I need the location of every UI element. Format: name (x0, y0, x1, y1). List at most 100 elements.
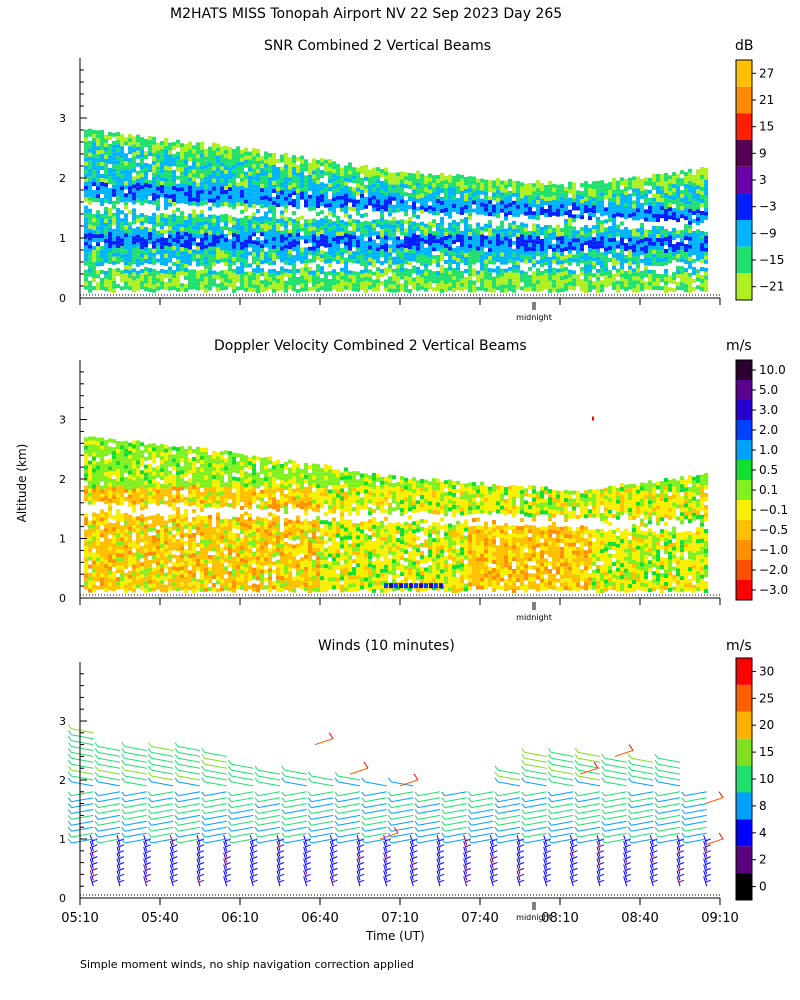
wind-barb (276, 846, 285, 857)
colorbar-1: 27 21 15 9 3 −3 −9 −15 −21 (735, 59, 784, 301)
wind-barb (201, 791, 227, 797)
wind-barb (174, 832, 201, 838)
wind-barb (383, 876, 391, 887)
wind-barb (281, 777, 307, 787)
colorbar-swatch (736, 440, 752, 460)
wind-barb (601, 771, 627, 781)
wind-barb (307, 832, 334, 838)
colorbar-swatch (736, 819, 752, 847)
wind-barb (334, 814, 361, 820)
wind-barb (147, 753, 174, 763)
wind-barb (521, 797, 547, 803)
wind-barb (601, 809, 627, 814)
wind-barb (547, 832, 574, 838)
wind-barb (201, 771, 227, 781)
wind-barb (329, 876, 338, 887)
wind-barb (143, 852, 151, 863)
wind-barb (281, 809, 307, 814)
wind-barb (169, 846, 178, 857)
wind-barb (463, 840, 471, 851)
wind-barb (67, 803, 94, 809)
wind-barb (467, 809, 494, 814)
wind-barb (569, 864, 578, 875)
wind-barb (414, 803, 441, 809)
colorbar-label: −21 (759, 280, 784, 294)
wind-barb (601, 759, 627, 769)
wind-barb (383, 858, 391, 869)
wind-barb (627, 791, 654, 797)
colorbar-swatch (736, 86, 752, 114)
wind-barb (147, 797, 174, 803)
wind-barb (147, 803, 174, 809)
wind-barb (249, 870, 258, 881)
wind-barb (601, 803, 627, 809)
wind-barb (387, 809, 414, 814)
wind-barb (334, 809, 361, 814)
wind-barb (569, 840, 578, 851)
wind-barb (356, 870, 365, 881)
wind-barb (627, 814, 654, 820)
wind-barb (414, 820, 441, 826)
x-tick-label: 09:10 (701, 911, 738, 926)
wind-barb (516, 870, 525, 881)
wind-barb (227, 832, 254, 838)
axes-panel-3: 0 1 2 3 midnight (59, 662, 721, 922)
wind-barb (94, 820, 121, 826)
wind-barb (681, 814, 707, 820)
wind-barb (547, 765, 574, 775)
wind-barb (441, 826, 467, 832)
wind-barb (307, 771, 334, 781)
wind-barb (254, 771, 281, 781)
wind-barb (596, 852, 605, 863)
wind-barb (169, 840, 178, 851)
wind-barb (414, 791, 441, 797)
wind-barb (254, 820, 281, 826)
wind-barb (249, 864, 258, 875)
wind-barb (516, 864, 525, 875)
wind-barb (436, 852, 445, 863)
wind-barb (227, 771, 254, 781)
colorbar-label: 21 (759, 93, 774, 107)
wind-barb (196, 840, 205, 851)
wind-barb (649, 846, 658, 857)
colorbar-swatch (736, 560, 752, 580)
wind-barb (121, 820, 147, 826)
wind-barb (174, 748, 201, 757)
wind-barb (521, 814, 547, 820)
wind-barb (227, 814, 254, 820)
wind-barb (436, 834, 445, 846)
wind-barb (223, 864, 231, 875)
wind-barb (521, 791, 547, 797)
wind-barb (463, 834, 471, 846)
wind-barb (94, 803, 121, 809)
colorbar-swatch (736, 846, 752, 874)
wind-barb (574, 759, 601, 769)
wind-barb (143, 876, 151, 887)
wind-barb (254, 791, 281, 797)
wind-barb (201, 777, 227, 787)
wind-barb (436, 840, 445, 851)
wind-barb (654, 809, 681, 814)
y-tick-label: 3 (59, 715, 66, 728)
wind-barb (334, 803, 361, 809)
wind-barb (627, 771, 654, 781)
wind-barb (623, 864, 631, 875)
wind-barb (467, 814, 494, 820)
wind-barb (174, 826, 201, 832)
colorbar-label: −3 (759, 200, 777, 214)
wind-barb (623, 852, 631, 863)
wind-barb (254, 832, 281, 838)
wind-barb (276, 852, 285, 863)
wind-barb (329, 840, 338, 851)
wind-barb (574, 814, 601, 820)
wind-barb (681, 797, 707, 803)
colorbar-label: 10.0 (759, 363, 786, 377)
wind-barb (649, 834, 658, 846)
x-tick-label: 05:10 (61, 911, 98, 926)
wind-barb (169, 876, 178, 887)
wind-barb (681, 832, 707, 838)
wind-barb (516, 876, 525, 887)
wind-barb (387, 838, 414, 844)
wind-barb (94, 742, 121, 751)
wind-barb (121, 791, 147, 797)
